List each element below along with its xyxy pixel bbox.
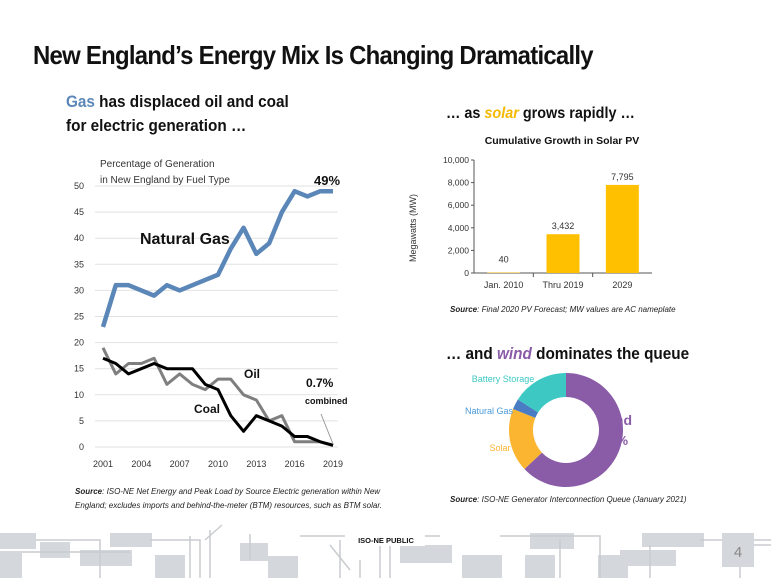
solar-heading-suffix: grows rapidly … — [518, 105, 635, 122]
y-tick-label: 4,000 — [448, 223, 470, 233]
series-label-coal: Coal — [194, 402, 220, 416]
series-line-natural-gas — [100, 188, 333, 328]
series-label-natural-gas: Natural Gas — [140, 231, 230, 248]
donut-label-battery-storage: Battery Storage — [472, 374, 535, 384]
bar — [546, 234, 580, 273]
data-label: 40 — [499, 255, 509, 265]
x-tick-label: 2016 — [285, 459, 305, 469]
slide-title: New England’s Energy Mix Is Changing Dra… — [33, 40, 594, 70]
page-number-box — [722, 533, 754, 567]
y-tick-label: 8,000 — [448, 178, 470, 188]
x-tick-label: 2013 — [246, 459, 266, 469]
bar-chart-source: Source: Final 2020 PV Forecast; MW value… — [450, 305, 676, 314]
bar — [605, 184, 639, 273]
bar-chart-ylabel: Megawatts (MW) — [408, 194, 418, 262]
line-chart-title-2: in New England by Fuel Type — [100, 175, 230, 186]
y-tick-label: 0 — [464, 268, 469, 278]
left-heading: Gas has displaced oil and coal for elect… — [66, 90, 289, 138]
y-tick-label: 10,000 — [443, 155, 469, 165]
donut-chart: Battery Storage Natural Gas Solar Wind 6… — [465, 373, 632, 487]
source-label: Source — [450, 495, 478, 504]
x-tick-label: 2004 — [131, 459, 151, 469]
y-tick-label: 20 — [74, 338, 84, 348]
footer-circuit-decoration — [0, 524, 771, 578]
gas-highlight: Gas — [66, 92, 95, 111]
line-chart-title-1: Percentage of Generation — [100, 159, 215, 170]
gas-end-label: 49% — [314, 173, 340, 188]
y-tick-label: 15 — [74, 364, 84, 374]
source-label: Source — [450, 305, 478, 314]
source-label: Source — [75, 487, 103, 496]
y-tick-label: 30 — [74, 285, 84, 295]
left-heading-line2: for electric generation … — [66, 116, 247, 135]
series-label-oil: Oil — [244, 367, 260, 381]
series-line-oil — [101, 347, 334, 447]
donut-source: Source: ISO-NE Generator Interconnection… — [450, 495, 687, 504]
wind-highlight: wind — [497, 344, 532, 363]
combined-pointer — [320, 413, 334, 445]
data-label: 7,795 — [611, 172, 634, 182]
x-tick-label: Thru 2019 — [542, 280, 583, 290]
donut-value-wind: 63% — [602, 433, 628, 448]
data-label: 3,432 — [552, 221, 575, 231]
x-tick-label: 2010 — [208, 459, 228, 469]
y-tick-label: 45 — [74, 207, 84, 217]
wind-heading: … and wind dominates the queue — [446, 344, 689, 364]
wind-heading-prefix: … and — [446, 344, 498, 363]
wind-heading-suffix: dominates the queue — [531, 344, 690, 363]
donut-label-solar: Solar — [489, 443, 510, 453]
source-text: : Final 2020 PV Forecast; MW values are … — [477, 305, 676, 314]
solar-highlight: solar — [484, 105, 519, 122]
y-tick-label: 40 — [74, 233, 84, 243]
bar-chart-title: Cumulative Growth in Solar PV — [485, 135, 640, 147]
y-tick-label: 25 — [74, 312, 84, 322]
line-chart: Percentage of Generation in New England … — [74, 159, 348, 469]
donut-slice-solar — [509, 409, 542, 470]
donut-slice-battery-storage — [517, 373, 566, 413]
y-tick-label: 2,000 — [448, 245, 470, 255]
x-tick-label: 2029 — [612, 280, 632, 290]
bar-chart: Cumulative Growth in Solar PV Megawatts … — [408, 135, 652, 290]
page-number: 4 — [734, 544, 742, 561]
y-tick-label: 50 — [74, 181, 84, 191]
line-chart-source-2: England; excludes imports and behind-the… — [75, 501, 382, 510]
combined-value-label: 0.7% — [306, 376, 334, 390]
donut-slice-natural-gas — [513, 399, 539, 418]
source-text: : ISO-NE Net Energy and Peak Load by Sou… — [102, 487, 381, 496]
line-chart-source: Source: ISO-NE Net Energy and Peak Load … — [75, 487, 381, 496]
x-tick-label: Jan. 2010 — [484, 280, 524, 290]
combined-label: combined — [305, 396, 348, 406]
donut-label-wind: Wind — [598, 412, 632, 428]
left-heading-line1: has displaced oil and coal — [94, 92, 289, 111]
y-tick-label: 0 — [79, 442, 84, 452]
source-text: : ISO-NE Generator Interconnection Queue… — [477, 495, 687, 504]
y-tick-label: 6,000 — [448, 200, 470, 210]
solar-heading-prefix: … as — [446, 105, 485, 122]
donut-slice-wind — [524, 373, 623, 487]
y-tick-label: 10 — [74, 390, 84, 400]
classification-label: ISO-NE PUBLIC — [358, 536, 414, 545]
donut-label-natural-gas: Natural Gas — [465, 406, 514, 416]
x-tick-label: 2001 — [93, 459, 113, 469]
series-line-coal — [102, 356, 334, 447]
y-tick-label: 35 — [74, 259, 84, 269]
solar-heading: … as solar grows rapidly … — [446, 105, 635, 123]
y-tick-label: 5 — [79, 416, 84, 426]
x-tick-label: 2019 — [323, 459, 343, 469]
x-tick-label: 2007 — [170, 459, 190, 469]
